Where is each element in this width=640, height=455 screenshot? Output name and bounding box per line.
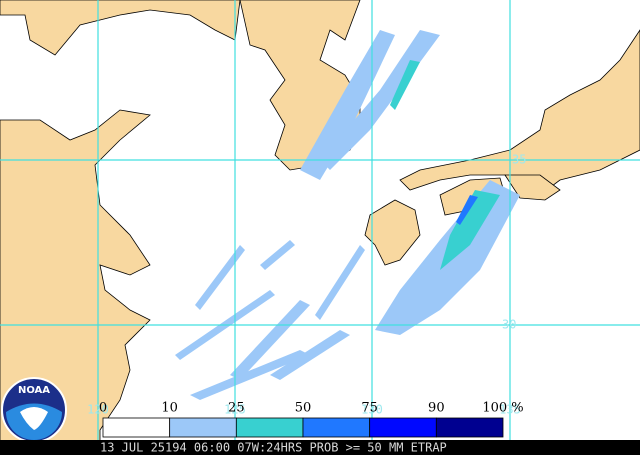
legend-label: 0	[99, 401, 107, 416]
legend-swatch	[235, 417, 304, 438]
graticule	[0, 0, 640, 440]
land-japan	[399, 29, 640, 196]
legend-swatch	[435, 417, 504, 438]
legend-label: 75	[361, 401, 378, 416]
lon-label: 135	[499, 403, 521, 417]
land-china-south	[0, 109, 151, 455]
legend: 0 10 25 50 75 90 100 %	[99, 401, 524, 438]
footer-bar	[0, 440, 640, 455]
legend-swatch	[102, 417, 171, 438]
legend-label: 10	[161, 401, 178, 416]
land-kyushu	[364, 199, 421, 266]
legend-swatch	[169, 417, 237, 438]
noaa-logo: NOAA	[1, 377, 67, 443]
legend-label: 50	[295, 401, 312, 416]
legend-label: 90	[428, 401, 445, 416]
lat-label: 35	[512, 153, 526, 167]
legend-label: 100 %	[482, 401, 523, 416]
legend-swatch	[369, 417, 437, 438]
lat-label: 30	[502, 318, 516, 332]
lon-label: 120	[87, 403, 109, 417]
rain-streaks	[175, 30, 520, 400]
lon-label: 130	[361, 403, 383, 417]
lon-label: 125	[224, 403, 246, 417]
legend-label: 25	[228, 401, 245, 416]
logo-text: NOAA	[18, 385, 50, 396]
legend-swatch	[302, 417, 371, 438]
footer-text: 13 JUL 25194 06:00 07W:24HRS PROB >= 50 …	[100, 441, 447, 455]
